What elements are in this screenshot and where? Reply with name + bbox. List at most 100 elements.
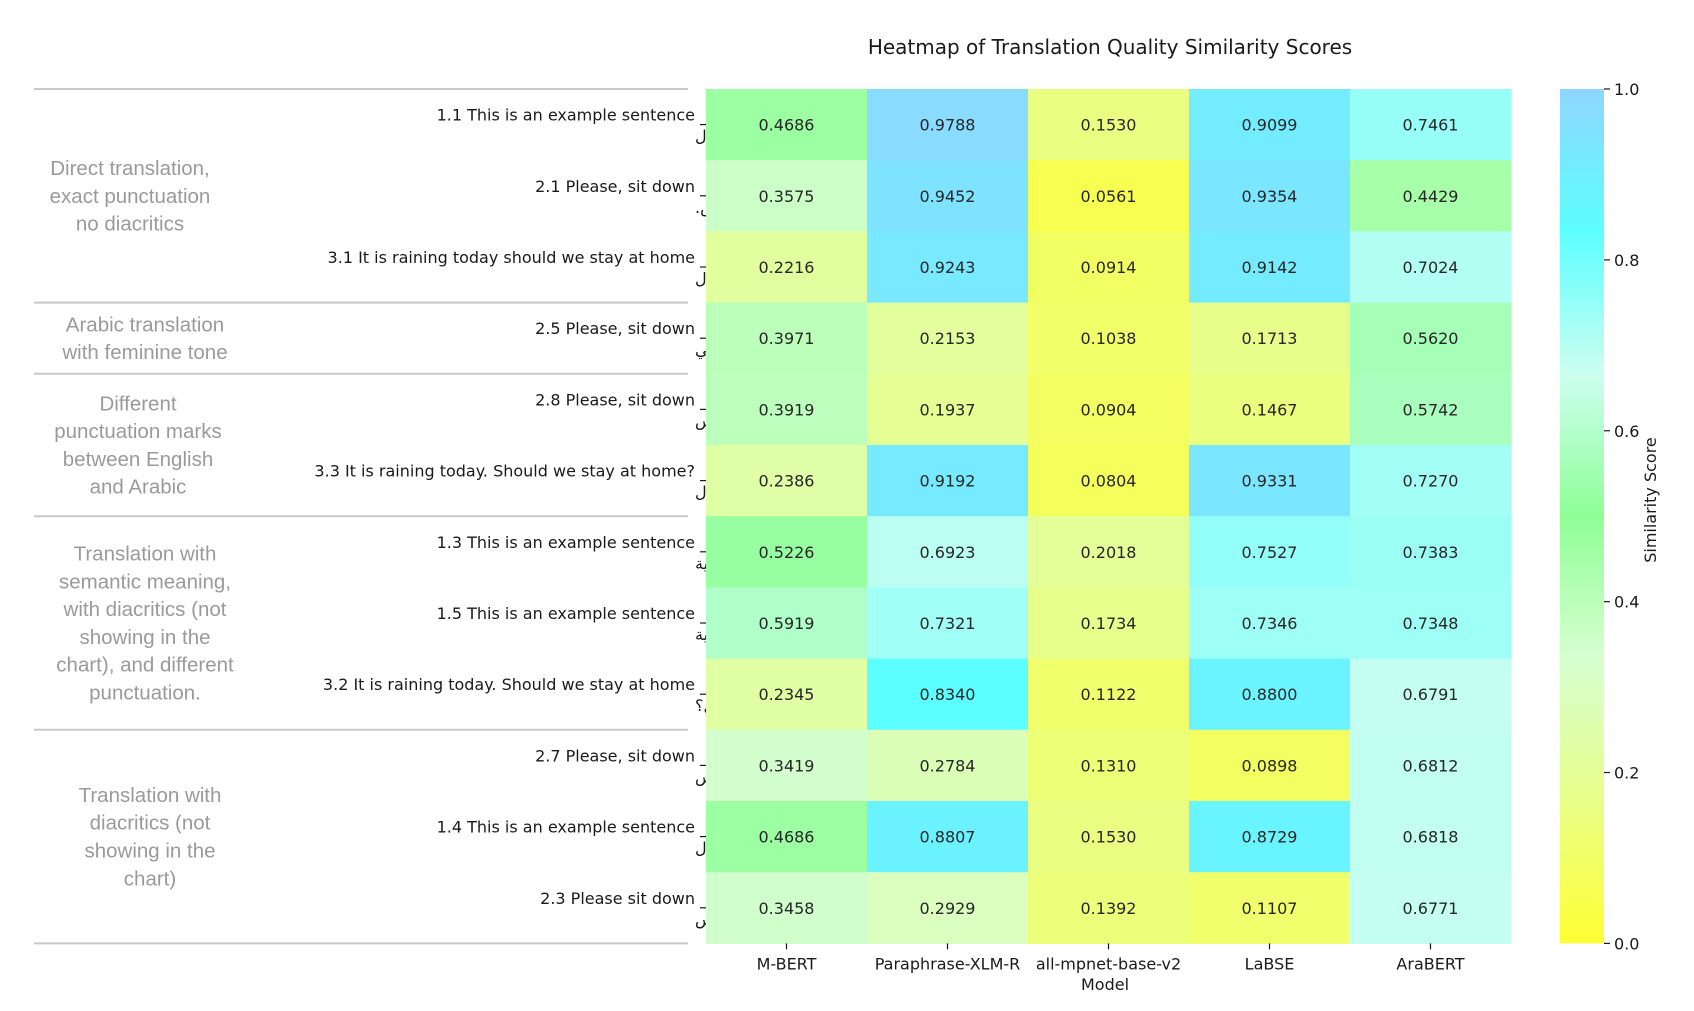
cell-value-label: 0.4686: [759, 116, 815, 135]
colorbar-gradient: [1560, 89, 1604, 944]
heatmap-cell: [706, 516, 868, 588]
cell-value-label: 0.8340: [920, 685, 976, 704]
cell-value-label: 0.1734: [1081, 614, 1137, 633]
heatmap-cell: [867, 658, 1029, 731]
group-label-line: chart): [124, 867, 176, 890]
colorbar-tick-label: 0.0: [1614, 934, 1639, 953]
cell-value-label: 0.6812: [1403, 756, 1459, 775]
heatmap-cell: [1189, 445, 1351, 517]
group-label-line: Translation with: [79, 784, 222, 807]
cell-value-label: 0.3419: [759, 756, 815, 775]
cell-value-label: 0.6791: [1403, 685, 1459, 704]
heatmap-cell: [867, 302, 1029, 375]
colorbar-tick-label: 0.8: [1614, 251, 1639, 270]
heatmap-cell: [1350, 658, 1512, 731]
heatmap-cell: [706, 160, 868, 232]
heatmap-cell: [1028, 445, 1190, 517]
chart-title: Heatmap of Translation Quality Similarit…: [868, 35, 1352, 59]
cell-value-label: 0.7383: [1403, 543, 1459, 562]
heatmap-cell: [1028, 658, 1190, 731]
heatmap-cell: [1189, 658, 1351, 731]
row-label-english: 2.5 Please, sit down: [535, 319, 695, 338]
cell-value-label: 0.2153: [920, 329, 976, 348]
cell-value-label: 0.2216: [759, 258, 815, 277]
heatmap-cell: [706, 445, 868, 517]
x-tick-label: all-mpnet-base-v2: [1036, 954, 1181, 973]
heatmap-cell: [867, 872, 1029, 944]
group-label-line: Different: [99, 392, 176, 415]
cell-value-label: 0.9243: [920, 258, 976, 277]
group-label-line: punctuation marks: [54, 420, 222, 443]
group-label-line: Translation with: [74, 543, 217, 566]
heatmap-cell: [1189, 89, 1351, 161]
heatmap-cell: [1028, 373, 1190, 446]
heatmap-cell: [1189, 231, 1351, 304]
heatmap-cell: [867, 801, 1029, 873]
heatmap-cell: [1350, 373, 1512, 446]
x-axis-label: Model: [1081, 975, 1129, 994]
group-label-line: Arabic translation: [66, 313, 224, 336]
heatmap-cell: [867, 445, 1029, 517]
heatmap-cell: [1350, 801, 1512, 873]
group-label-line: with feminine tone: [61, 341, 227, 364]
x-tick-label: AraBERT: [1396, 954, 1464, 973]
cell-value-label: 0.7270: [1403, 472, 1459, 491]
cell-value-label: 0.9452: [920, 187, 976, 206]
group-label-line: with diacritics (not: [63, 598, 227, 621]
cell-value-label: 0.1530: [1081, 828, 1137, 847]
cell-value-label: 0.1713: [1242, 329, 1298, 348]
heatmap-cell: [1350, 729, 1512, 802]
colorbar: 0.0 0.2 0.4 0.6 0.8 1.0: [1560, 80, 1639, 953]
cell-value-label: 0.5919: [759, 614, 815, 633]
cell-value-label: 0.9192: [920, 472, 976, 491]
heatmap-cell: [1350, 872, 1512, 944]
heatmap-cell: [867, 516, 1029, 588]
colorbar-tick-label: 0.6: [1614, 422, 1639, 441]
cell-value-label: 0.9099: [1242, 116, 1298, 135]
cell-value-label: 0.1122: [1081, 685, 1137, 704]
row-label-english: 2.3 Please sit down: [540, 889, 695, 908]
cell-value-label: 0.4686: [759, 828, 815, 847]
cell-value-label: 0.3971: [759, 329, 815, 348]
group-label-line: punctuation.: [89, 682, 201, 705]
cell-value-label: 0.7346: [1242, 614, 1298, 633]
cell-value-label: 0.7348: [1403, 614, 1459, 633]
heatmap-cell: [1189, 373, 1351, 446]
heatmap-cell: [706, 801, 868, 873]
cell-value-label: 0.1937: [920, 400, 976, 419]
row-label-english: 1.3 This is an example sentence: [437, 533, 695, 552]
heatmap-cell: [1189, 729, 1351, 802]
heatmap-cell: [867, 231, 1029, 304]
cell-value-label: 0.5620: [1403, 329, 1459, 348]
heatmap-cell: [1189, 801, 1351, 873]
heatmap-cell: [706, 587, 868, 660]
cell-value-label: 0.8729: [1242, 828, 1298, 847]
heatmap-cell: [1189, 872, 1351, 944]
cell-value-label: 0.9354: [1242, 187, 1298, 206]
cell-value-label: 0.7461: [1403, 116, 1459, 135]
row-label-english: 2.8 Please, sit down: [535, 390, 695, 409]
cell-value-label: 0.7321: [920, 614, 976, 633]
cell-value-label: 0.1107: [1242, 899, 1298, 918]
group-label-line: Direct translation,: [50, 157, 210, 180]
heatmap-cell: [867, 587, 1029, 660]
cell-value-label: 0.4429: [1403, 187, 1459, 206]
row-label-english: 1.4 This is an example sentence: [437, 818, 695, 837]
heatmap-cell: [706, 89, 868, 161]
heatmap-cell: [1189, 587, 1351, 660]
cell-value-label: 0.1530: [1081, 116, 1137, 135]
group-label-line: showing in the: [79, 626, 210, 649]
cell-value-label: 0.3458: [759, 899, 815, 918]
heatmap-cell: [706, 231, 868, 304]
heatmap-cell: [1028, 587, 1190, 660]
cell-value-label: 0.7024: [1403, 258, 1459, 277]
heatmap-cell: [1028, 516, 1190, 588]
cell-value-label: 0.2929: [920, 899, 976, 918]
heatmap-cell: [1028, 231, 1190, 304]
cell-value-label: 0.0561: [1081, 187, 1137, 206]
group-labels: Direct translation, exact punctuation no d…: [50, 157, 234, 890]
group-label-line: between English: [63, 448, 213, 471]
cell-value-label: 0.9142: [1242, 258, 1298, 277]
cell-value-label: 0.6818: [1403, 828, 1459, 847]
